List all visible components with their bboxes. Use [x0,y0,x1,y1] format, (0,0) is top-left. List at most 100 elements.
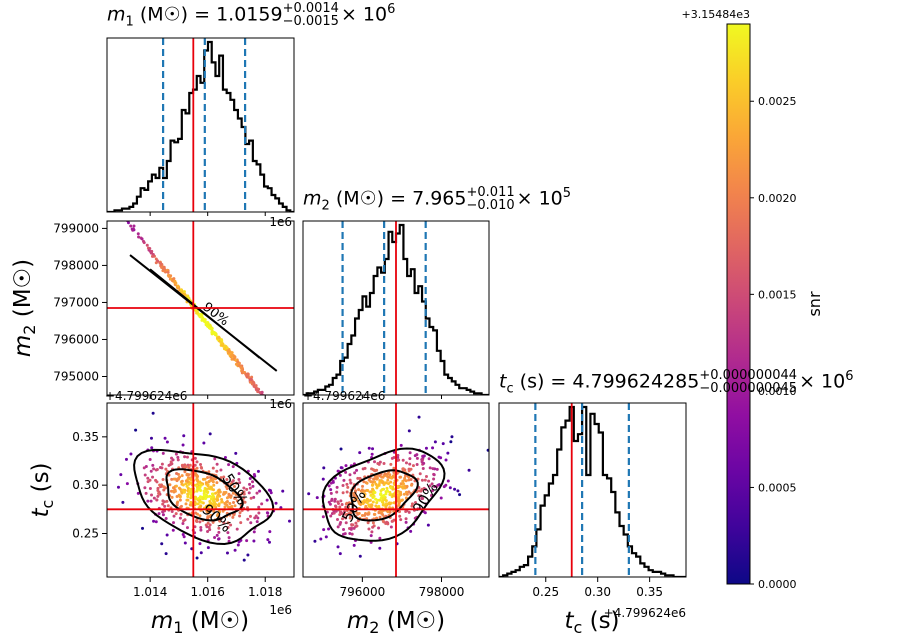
scatter-point [185,526,189,530]
scatter-point [467,468,471,472]
scatter-point [124,457,128,461]
scatter-point [401,482,405,486]
scatter-point [150,254,154,258]
scatter-point [257,505,261,509]
scatter-point [174,484,178,488]
scatter-point [384,505,388,509]
scatter-point [254,384,258,388]
scatter-point [362,499,366,503]
scatter-point [227,539,231,543]
scatter-point [199,551,203,555]
scatter-point [366,512,370,516]
scatter-point [222,521,226,525]
scatter-point [255,491,259,495]
scatter-point [321,515,325,519]
x-tick-label-tc: 0.25 [532,585,559,599]
scatter-point [446,451,450,455]
scatter-point [176,458,180,462]
scatter-point [215,533,219,537]
scatter-point [341,491,345,495]
scatter-point [279,506,283,510]
scatter-point [226,521,230,525]
scatter-point [134,428,138,432]
scatter-point [181,521,185,525]
scatter-point [205,525,209,529]
scatter-point [348,501,352,505]
scatter-point [424,446,428,450]
scatter-point [324,535,328,539]
scatter-point [210,495,214,499]
scatter-point [208,523,212,527]
colorbar-label: snr [805,291,824,316]
scatter-point [193,456,197,460]
scatter-point [220,500,224,504]
scatter-point [186,492,190,496]
scatter-point [182,434,186,438]
scatter-point [198,542,202,546]
scatter-point [238,511,242,515]
scatter-point [424,487,428,491]
scatter-point [378,515,382,519]
scatter-point [167,274,171,278]
scatter-point [336,501,340,505]
x-axis-label-m1: m1 (M☉) [151,608,249,637]
scatter-point [380,488,384,492]
scatter-point [182,535,186,539]
scatter-point [215,481,219,485]
scatter-point [280,419,283,422]
scatter-point [209,475,213,479]
scatter-point [344,470,348,474]
scatter-point [431,446,435,450]
scatter-point [285,423,288,426]
scatter-point [198,495,202,499]
scatter-point [274,501,278,505]
scatter-point [364,512,368,516]
scatter-point [333,504,337,508]
scatter-point [310,456,313,459]
scatter-panel-m1-m2 [125,221,316,464]
scatter-point [378,546,382,550]
scatter-point [373,480,377,484]
scatter-point [408,457,412,461]
scatter-point [284,425,287,428]
scatter-point [346,485,350,489]
scatter-point [389,480,393,484]
scatter-point [211,480,215,484]
scatter-point [211,488,215,492]
scatter-point [178,498,182,502]
scatter-point [143,486,147,490]
x-tick-label-tc: 0.35 [636,585,663,599]
panel-frame [302,220,490,396]
scatter-point [146,480,150,484]
scatter-point [145,243,149,247]
scatter-point [196,474,200,478]
scatter-point [258,489,262,493]
scatter-point [225,477,229,481]
scatter-point [202,493,206,497]
scatter-point [165,440,169,444]
scatter-point [227,536,231,540]
scatter-point [312,456,315,459]
scatter-point [217,490,221,494]
scatter-point [339,520,343,524]
scatter-point [181,488,185,492]
scatter-point [413,500,417,504]
scatter-point [386,472,390,476]
y-tick-label-m2: 796000 [53,332,99,346]
scatter-point [157,492,161,496]
scatter-point [313,461,316,464]
scatter-point [161,499,165,503]
scatter-point [148,458,152,462]
scatter-point [205,324,209,328]
scatter-point [355,468,359,472]
scatter-point [398,475,402,479]
scatter-point [372,494,376,498]
scatter-point [152,496,156,500]
scatter-point [176,455,180,459]
scatter-point [126,221,130,225]
scatter-point [331,480,335,484]
histogram-tc [499,405,686,577]
scatter-point [166,270,170,274]
scatter-point [397,500,401,504]
scatter-point [374,482,378,486]
